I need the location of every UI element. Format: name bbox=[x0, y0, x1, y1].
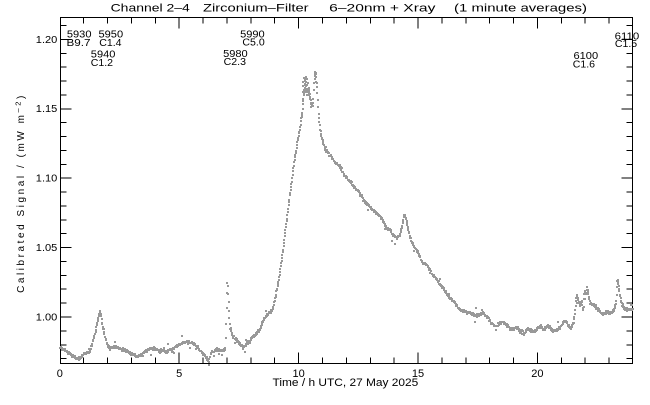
svg-text:C1.5: C1.5 bbox=[615, 39, 638, 50]
svg-text:6100: 6100 bbox=[574, 51, 599, 62]
svg-text:1.00: 1.00 bbox=[36, 312, 58, 323]
svg-text:6110: 6110 bbox=[615, 32, 640, 43]
svg-text:C1.6: C1.6 bbox=[573, 59, 596, 70]
svg-text:5940: 5940 bbox=[91, 50, 116, 61]
svg-text:5: 5 bbox=[176, 368, 182, 380]
svg-text:6–20nm + Xray: 6–20nm + Xray bbox=[329, 2, 436, 14]
svg-text:Channel 2–4: Channel 2–4 bbox=[111, 2, 190, 14]
svg-text:1.10: 1.10 bbox=[36, 174, 58, 185]
svg-text:Calibrated Signal / (mW m–2): Calibrated Signal / (mW m–2) bbox=[14, 93, 28, 293]
svg-text:(1 minute averages): (1 minute averages) bbox=[454, 2, 587, 14]
svg-text:C1.2: C1.2 bbox=[91, 58, 114, 69]
svg-text:10: 10 bbox=[292, 368, 304, 380]
svg-text:15: 15 bbox=[412, 368, 424, 380]
svg-text:5990: 5990 bbox=[240, 29, 265, 40]
svg-text:0: 0 bbox=[57, 368, 63, 380]
svg-text:Zirconium–Filter: Zirconium–Filter bbox=[203, 2, 309, 14]
svg-text:1.20: 1.20 bbox=[36, 35, 58, 46]
svg-text:5980: 5980 bbox=[223, 49, 248, 60]
svg-text:5950: 5950 bbox=[99, 30, 124, 41]
svg-text:1.05: 1.05 bbox=[36, 243, 58, 254]
svg-text:B9.7: B9.7 bbox=[67, 38, 92, 49]
svg-text:C1.4: C1.4 bbox=[99, 38, 122, 49]
svg-text:1.15: 1.15 bbox=[36, 104, 58, 115]
svg-text:20: 20 bbox=[531, 368, 543, 380]
svg-text:Time / h UTC, 27 May 2025: Time / h UTC, 27 May 2025 bbox=[273, 377, 419, 389]
svg-text:C2.3: C2.3 bbox=[224, 57, 247, 68]
svg-text:C5.0: C5.0 bbox=[242, 38, 265, 49]
svg-text:5930: 5930 bbox=[67, 30, 92, 41]
